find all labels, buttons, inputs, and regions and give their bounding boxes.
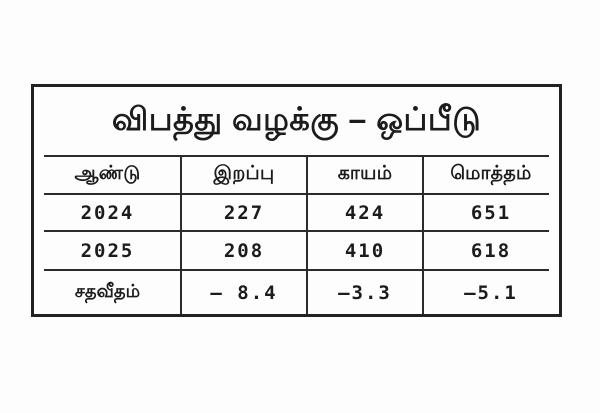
cell-injuries-2024: 424 (344, 201, 386, 224)
cell-percentage-injuries: –3.3 (338, 281, 392, 304)
table-header-row: ஆண்டு இறப்பு காயம் மொத்தம் (34, 156, 559, 193)
cell-percentage-total: –5.1 (464, 281, 518, 304)
cell-percentage-deaths: – 8.4 (210, 281, 278, 304)
accident-comparison-table: விபத்து வழக்கு – ஒப்பீடு ஆண்டு இறப்பு கா… (31, 84, 562, 317)
table-row-2024: 2024 227 424 651 (34, 195, 559, 230)
header-injuries: காயம் (337, 162, 393, 184)
cell-total-2025: 618 (470, 239, 512, 262)
column-divider-3 (422, 156, 424, 314)
header-divider-line (44, 193, 549, 195)
cell-total-2024: 651 (470, 201, 512, 224)
column-divider-1 (180, 156, 182, 314)
cell-percentage-label: சதவீதம் (74, 281, 141, 301)
cell-year-2025: 2025 (80, 239, 135, 262)
title-underline (44, 155, 549, 157)
table-title: விபத்து வழக்கு – ஒப்பீடு (111, 101, 482, 137)
header-year: ஆண்டு (74, 162, 141, 184)
cell-injuries-2025: 410 (344, 239, 386, 262)
cell-year-2024: 2024 (80, 201, 135, 224)
row-divider-line-1 (44, 230, 549, 232)
table-row-percentage: சதவீதம் – 8.4 –3.3 –5.1 (34, 271, 559, 314)
column-divider-2 (306, 156, 308, 314)
row-divider-line-2 (44, 269, 549, 271)
header-deaths: இறப்பு (213, 162, 275, 184)
cell-deaths-2024: 227 (223, 201, 265, 224)
cell-deaths-2025: 208 (223, 239, 265, 262)
header-total: மொத்தம் (450, 162, 532, 184)
table-row-2025: 2025 208 410 618 (34, 232, 559, 269)
